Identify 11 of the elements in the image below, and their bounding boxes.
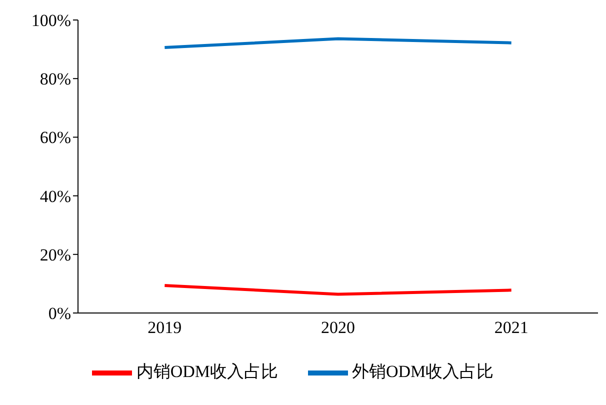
x-tick-label: 2019 — [148, 318, 182, 338]
x-tick-label: 2020 — [321, 318, 355, 338]
legend-label: 内销ODM收入占比 — [136, 362, 278, 381]
y-tick-label: 0% — [48, 304, 71, 324]
x-tick-label: 2021 — [494, 318, 528, 338]
y-tick-label: 80% — [40, 70, 71, 89]
y-tick-label: 20% — [40, 245, 71, 264]
y-tick-label: 40% — [40, 186, 71, 206]
y-tick-label: 100% — [31, 11, 71, 30]
legend-label: 外销ODM收入占比 — [352, 362, 494, 381]
y-tick-label: 60% — [40, 128, 71, 148]
